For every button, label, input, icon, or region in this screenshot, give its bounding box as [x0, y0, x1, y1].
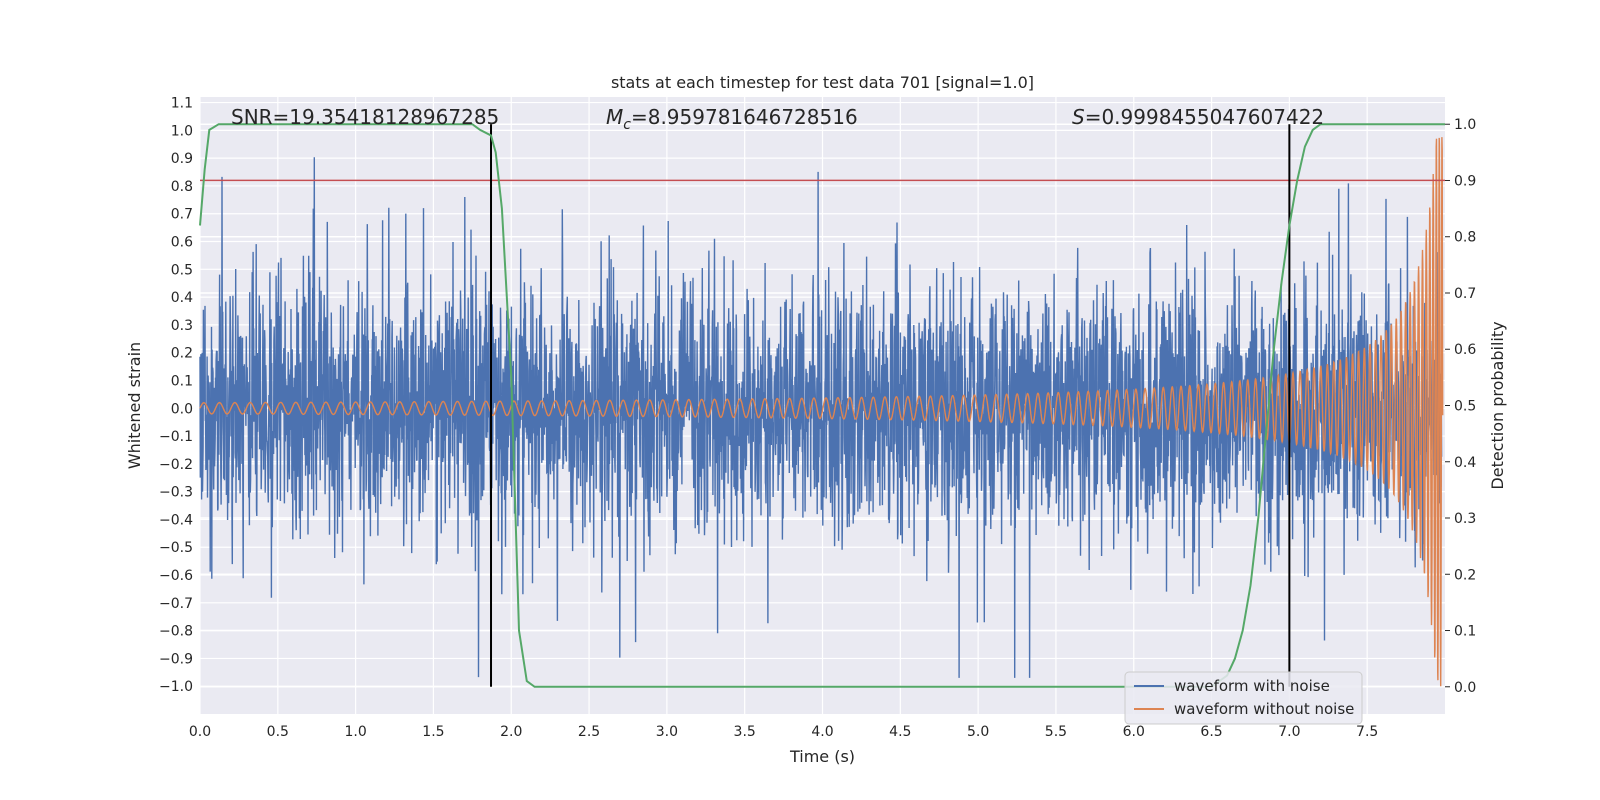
- y-tick-label: −0.2: [159, 457, 193, 473]
- y-tick-label: −0.6: [159, 568, 193, 584]
- y-tick-label: −0.7: [159, 596, 193, 612]
- clean-trace: [199, 137, 1444, 687]
- y-tick-label: 1.0: [171, 123, 193, 139]
- x-tick-label: 3.5: [734, 724, 756, 740]
- x-tick-label: 1.5: [422, 724, 444, 740]
- y-tick-label: −0.4: [159, 512, 193, 528]
- y-tick-label: 0.1: [171, 373, 193, 389]
- y-tick-label: −0.3: [159, 485, 193, 501]
- x-tick-label: 5.0: [967, 724, 989, 740]
- y-tick-label: 0.6: [171, 235, 193, 251]
- legend: waveform with noise waveform without noi…: [1124, 671, 1363, 725]
- x-tick-label: 7.0: [1278, 724, 1300, 740]
- x-tick-label: 0.0: [189, 724, 211, 740]
- y-tick-label: −1.0: [159, 679, 193, 695]
- y2-tick-label: 0.9: [1454, 173, 1476, 189]
- mc-value: =8.959781646728516: [631, 105, 858, 129]
- x-tick-label: 6.0: [1123, 724, 1145, 740]
- y2-tick-label: 0.1: [1454, 624, 1476, 640]
- tick-labels: 0.0 0.5 1.0 1.5 2.0 2.5 3.0 3.5 4.0 4.5 5.0 5.5 6.0 6…: [159, 96, 1476, 740]
- y2-tick-label: 0.0: [1454, 680, 1476, 696]
- x-tick-label: 6.5: [1200, 724, 1222, 740]
- y2-tick-label: 0.5: [1454, 399, 1476, 415]
- y-tick-label: 0.3: [171, 318, 193, 334]
- x-tick-label: 4.0: [811, 724, 833, 740]
- y-tick-label: 0.0: [171, 401, 193, 417]
- y-tick-label: 0.9: [171, 151, 193, 167]
- chart-title: stats at each timestep for test data 701…: [611, 73, 1034, 92]
- overlays: [199, 123, 1445, 688]
- y2-tick-label: 0.6: [1454, 342, 1476, 358]
- x-tick-label: 3.0: [656, 724, 678, 740]
- x-tick-label: 2.0: [500, 724, 522, 740]
- x-tick-label: 2.5: [578, 724, 600, 740]
- y2-tick-label: 0.3: [1454, 511, 1476, 527]
- x-tick-label: 7.5: [1356, 724, 1378, 740]
- s-symbol: S: [1072, 105, 1085, 129]
- x-axis-label: Time (s): [789, 747, 855, 766]
- y-tick-label: 0.8: [171, 179, 193, 195]
- x-tick-label: 4.5: [889, 724, 911, 740]
- y-tick-label: −0.8: [159, 624, 193, 640]
- y-tick-label: 0.5: [171, 262, 193, 278]
- s-annotation: S=0.9998455047607422: [1072, 105, 1324, 129]
- legend-label-clean: waveform without noise: [1174, 700, 1354, 718]
- y2-tick-label: 0.8: [1454, 230, 1476, 246]
- y-tick-label: 0.4: [171, 290, 193, 306]
- series-waveform-without-noise: [199, 137, 1444, 687]
- mc-subscript: c: [623, 117, 631, 133]
- y2-tick-label: 0.7: [1454, 286, 1476, 302]
- y-tick-label: 1.1: [171, 96, 193, 112]
- x-tick-label: 5.5: [1045, 724, 1067, 740]
- chirp-mass-annotation: Mc=8.959781646728516: [606, 105, 858, 133]
- detection-probability-line: [199, 123, 1445, 688]
- y-tick-label: −0.5: [159, 540, 193, 556]
- y-tick-label: −0.1: [159, 429, 193, 445]
- legend-box: [1124, 671, 1363, 725]
- x-tick-label: 1.0: [344, 724, 366, 740]
- y-tick-label: 0.2: [171, 346, 193, 362]
- y-axis-label: Whitened strain: [125, 342, 144, 469]
- y-tick-label: −0.9: [159, 651, 193, 667]
- snr-annotation: SNR=19.35418128967285: [231, 105, 499, 129]
- y-tick-label: 0.7: [171, 207, 193, 223]
- y2-tick-label: 0.2: [1454, 567, 1476, 583]
- y2-tick-label: 1.0: [1454, 117, 1476, 133]
- s-value: =0.9998455047607422: [1085, 105, 1324, 129]
- legend-label-noise: waveform with noise: [1174, 677, 1330, 695]
- x-tick-label: 0.5: [267, 724, 289, 740]
- y2-axis-label: Detection probability: [1488, 321, 1507, 489]
- mc-symbol: M: [606, 105, 623, 129]
- y2-tick-label: 0.4: [1454, 455, 1476, 471]
